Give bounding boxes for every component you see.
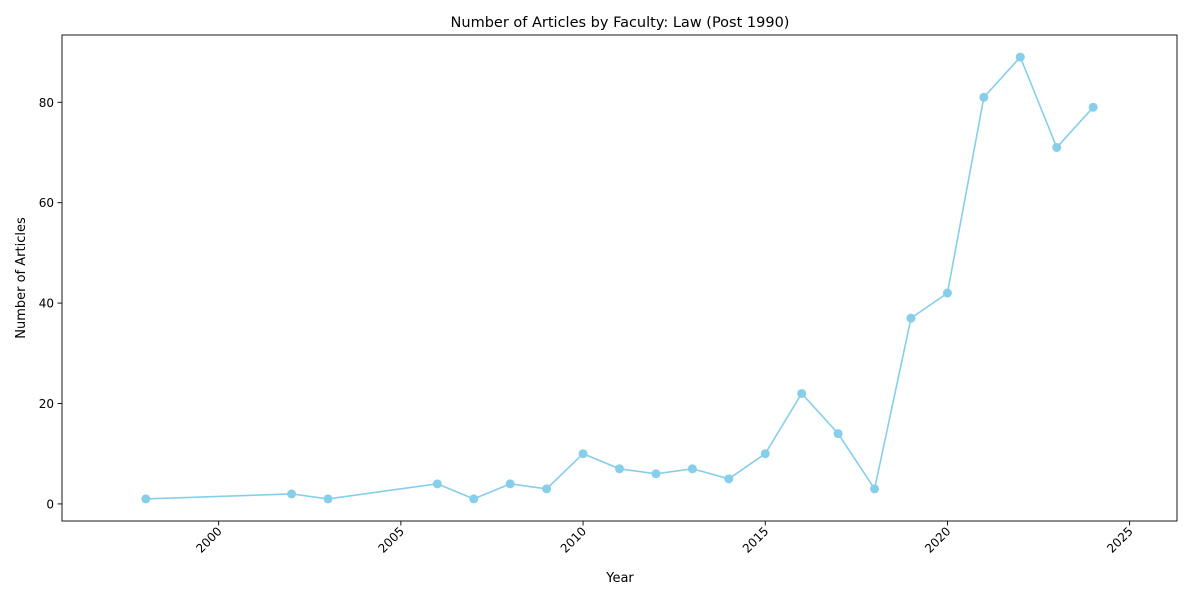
data-point <box>687 464 697 474</box>
y-tick-label: 60 <box>39 196 54 210</box>
data-point <box>942 288 952 298</box>
series-articles <box>141 52 1098 504</box>
y-tick-label: 0 <box>46 497 54 511</box>
plot-frame <box>61 34 1178 522</box>
x-tick-label: 2015 <box>740 524 771 555</box>
data-point <box>724 474 734 484</box>
y-axis-ticks: 0 20 40 60 80 <box>39 96 62 511</box>
data-point <box>1015 52 1025 62</box>
data-point <box>141 494 151 504</box>
series-line <box>145 55 1094 500</box>
data-point <box>432 479 442 489</box>
y-tick-label: 20 <box>39 397 54 411</box>
data-point <box>870 484 880 494</box>
y-axis-label: Number of Articles <box>14 217 29 339</box>
data-point <box>833 429 843 439</box>
chart-title: Number of Articles by Faculty: Law (Post… <box>451 15 790 31</box>
data-point <box>578 449 588 459</box>
data-point <box>651 469 661 479</box>
data-point <box>323 494 333 504</box>
data-point <box>1052 142 1062 152</box>
data-point <box>542 484 552 494</box>
y-tick-label: 80 <box>39 96 54 110</box>
data-point <box>287 489 297 499</box>
x-tick-label: 2000 <box>193 524 224 555</box>
x-axis-label: Year <box>605 571 634 586</box>
x-axis-ticks: 2000 2005 2010 2015 2020 2025 <box>193 521 1136 556</box>
x-tick-label: 2010 <box>558 524 589 555</box>
data-point <box>760 449 770 459</box>
data-point <box>906 313 916 323</box>
x-tick-label: 2025 <box>1104 524 1135 555</box>
data-point <box>979 92 989 102</box>
data-point <box>1088 102 1098 112</box>
data-point <box>469 494 479 504</box>
data-point <box>505 479 515 489</box>
x-tick-label: 2020 <box>922 524 953 555</box>
x-tick-label: 2005 <box>375 524 406 555</box>
data-point <box>615 464 624 474</box>
plot-area <box>61 34 1178 522</box>
y-tick-label: 40 <box>39 297 54 311</box>
data-point <box>797 388 807 398</box>
